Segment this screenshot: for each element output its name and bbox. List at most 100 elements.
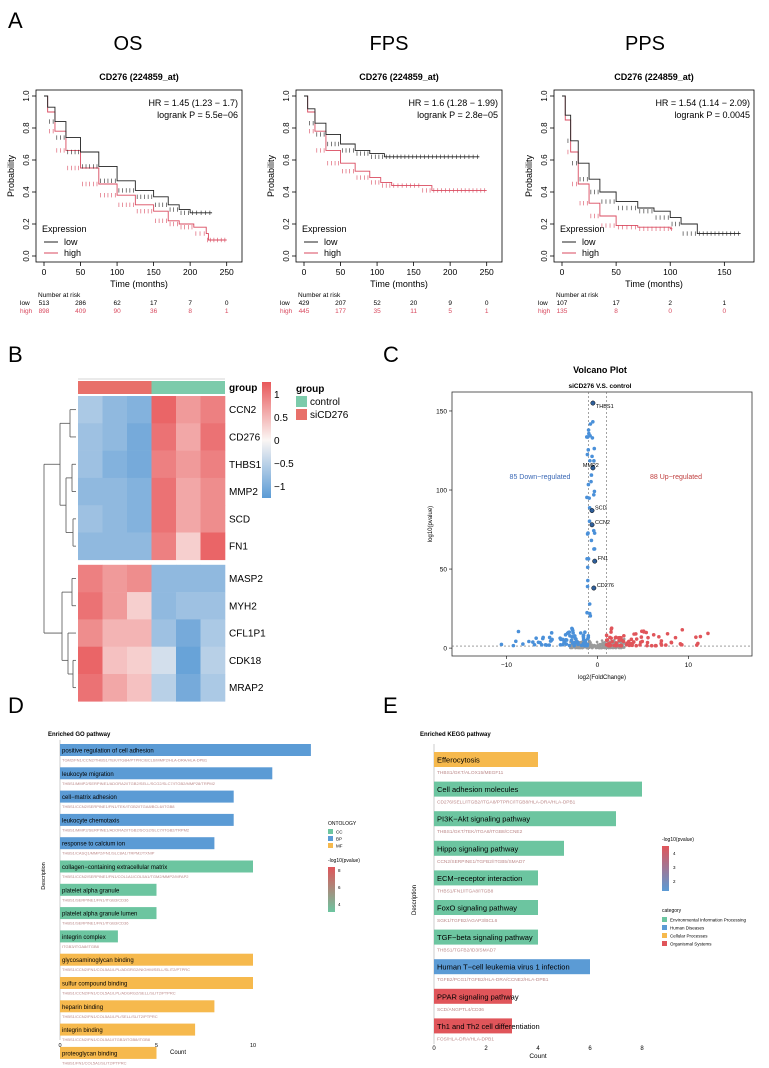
volcano-point-down [499,642,504,647]
volcano-point-up [639,635,644,639]
volcano-point-up [604,638,609,642]
volcano-point-down [590,436,595,440]
kegg-term-genes: THBS1/GKT/TEK/ITGA8/ITGB8/CCNE2 [437,829,523,835]
heatmap-cell [151,450,177,479]
km-risk-low-value: 62 [113,300,121,307]
heatmap-colorbar [262,382,271,498]
volcano-point-down [586,482,591,487]
go-term-genes: THBS1/CCN2/FN1/COL5A1/LPL/ADGRG2/NIGHM/S… [62,967,190,972]
heatmap-gene-label: MMP2 [229,487,258,498]
heatmap-cell [127,564,152,593]
km-ytick-label: 1.0 [540,90,549,102]
go-term-genes: THBS1/CASQ1/MMP2/FN1/SLC8A1/TRPM2/TXNIP [62,851,155,856]
km-plot-title: CD276 (224859_at) [614,72,694,82]
heatmap-cell [102,423,128,451]
go-term-genes: THBS1/CCN2/FN1/COL5A1/LPL/SELL/SLIT2/PTP… [62,1014,158,1019]
heatmap-cell [78,592,103,620]
kegg-legend-p-tick: 3 [673,865,676,870]
volcano-label-point [591,585,597,591]
panel-letter-c: C [383,342,399,367]
kegg-term-label: TGF−beta signaling pathway [437,933,533,942]
km-risk-high-value: 90 [113,308,121,315]
heatmap-cell [78,532,103,561]
km-plot-2: CD276 (224859_at) HR = 1.6 (1.28 − 1.99) l… [266,72,503,315]
heatmap-cell [127,619,152,647]
kegg-term-label: Human T−cell leukemia virus 1 infection [437,963,570,972]
km-risk-high-value: 36 [150,308,158,315]
volcano-point-down [531,640,535,644]
km-risk-low-value: 286 [75,300,86,307]
volcano-point-up [645,643,649,648]
heatmap-cell [151,477,177,506]
volcano-point-ns [602,644,606,648]
volcano-point-ns [603,641,607,644]
km-risk-low-label: low [20,300,30,307]
volcano-point-down [589,479,593,484]
heatmap-cell [176,646,201,675]
volcano-point-down [585,565,590,570]
volcano-label-point [590,465,596,471]
km-legend-low: low [582,237,596,247]
go-term-genes: THBS1/CCN2/SERPINE1/FN1/TEK/ITGB2/ITGA8/… [62,804,175,809]
km-risk-low-label: low [280,300,290,307]
heatmap-cell [176,396,201,424]
volcano-point-down [569,638,574,643]
km-ytick-label: 0.8 [22,122,31,134]
kegg-term-genes: CD276/SELL/ITGB2/ITGA8/PTPRC/ITGB8/HLA-D… [437,800,576,806]
go-bar [60,1023,196,1036]
panel-letter-e: E [383,693,398,718]
volcano-point-up [634,637,639,641]
kegg-term-label: PPAR signaling pathway [437,992,519,1001]
volcano-point-up [653,643,658,648]
volcano-subtitle: siCD276 V.S. control [569,383,632,390]
km-legend-high: high [324,248,341,258]
kegg-bar [434,840,564,856]
km-ytick-label: 0.6 [540,154,549,166]
km-ytick-label: 0.2 [22,218,31,230]
volcano-point-ns [588,639,591,643]
km-risk-high-value: 0 [668,308,672,315]
heatmap-cell [127,505,152,533]
volcano-point-up [614,641,619,645]
heatmap-legend-swatch-control [296,396,307,407]
volcano-gene-label: THBS1 [596,404,614,410]
km-risk-high-value: 135 [557,308,568,315]
km-hr-text: HR = 1.6 (1.28 − 1.99) [408,98,498,108]
kegg-legend-category-label: Organismal Systems [670,942,712,947]
km-xtick-label: 250 [220,267,234,277]
go-bar [60,977,253,989]
kegg-legend-category-title: category [662,908,682,914]
volcano-point-down [576,640,580,645]
volcano-point-down [581,633,586,638]
volcano-point-down [592,531,597,535]
volcano-point-up [646,635,650,640]
heatmap-colorbar-tick: 0.5 [274,413,288,424]
heatmap-gene-label: CFL1P1 [229,629,266,640]
go-bar [60,1000,215,1013]
volcano-point-up [679,642,684,647]
km-xlabel: Time (months) [110,279,168,289]
volcano-point-up [659,639,664,643]
go-bar [60,930,118,943]
km-risk-low-value: 2 [668,300,672,307]
heatmap-cell [151,674,177,702]
go-term-label: leukocyte chemotaxis [62,818,119,824]
volcano-point-up [614,635,618,640]
volcano-point-up [649,643,654,648]
heatmap-cell [151,423,177,451]
volcano-point-down [521,642,525,646]
heatmap-cell [200,423,226,451]
heatmap-panel: group CCN2 CD276 THBS1 MMP2 SCD FN1 MASP2 MYH2 CF… [43,378,349,702]
volcano-point-ns [600,639,604,642]
volcano-point-down [592,547,597,551]
volcano-point-down [527,639,531,644]
kegg-bar [434,900,538,915]
kegg-xlabel: Count [529,1053,547,1060]
volcano-ylabel: log10(pvalue) [428,506,434,542]
heatmap-gene-label: CDK18 [229,656,262,667]
volcano-point-down [581,636,586,640]
volcano-point-up [609,636,613,640]
km-p-text: logrank P = 0.0045 [674,110,750,120]
volcano-point-down [532,642,537,647]
heatmap-cell [127,450,152,479]
